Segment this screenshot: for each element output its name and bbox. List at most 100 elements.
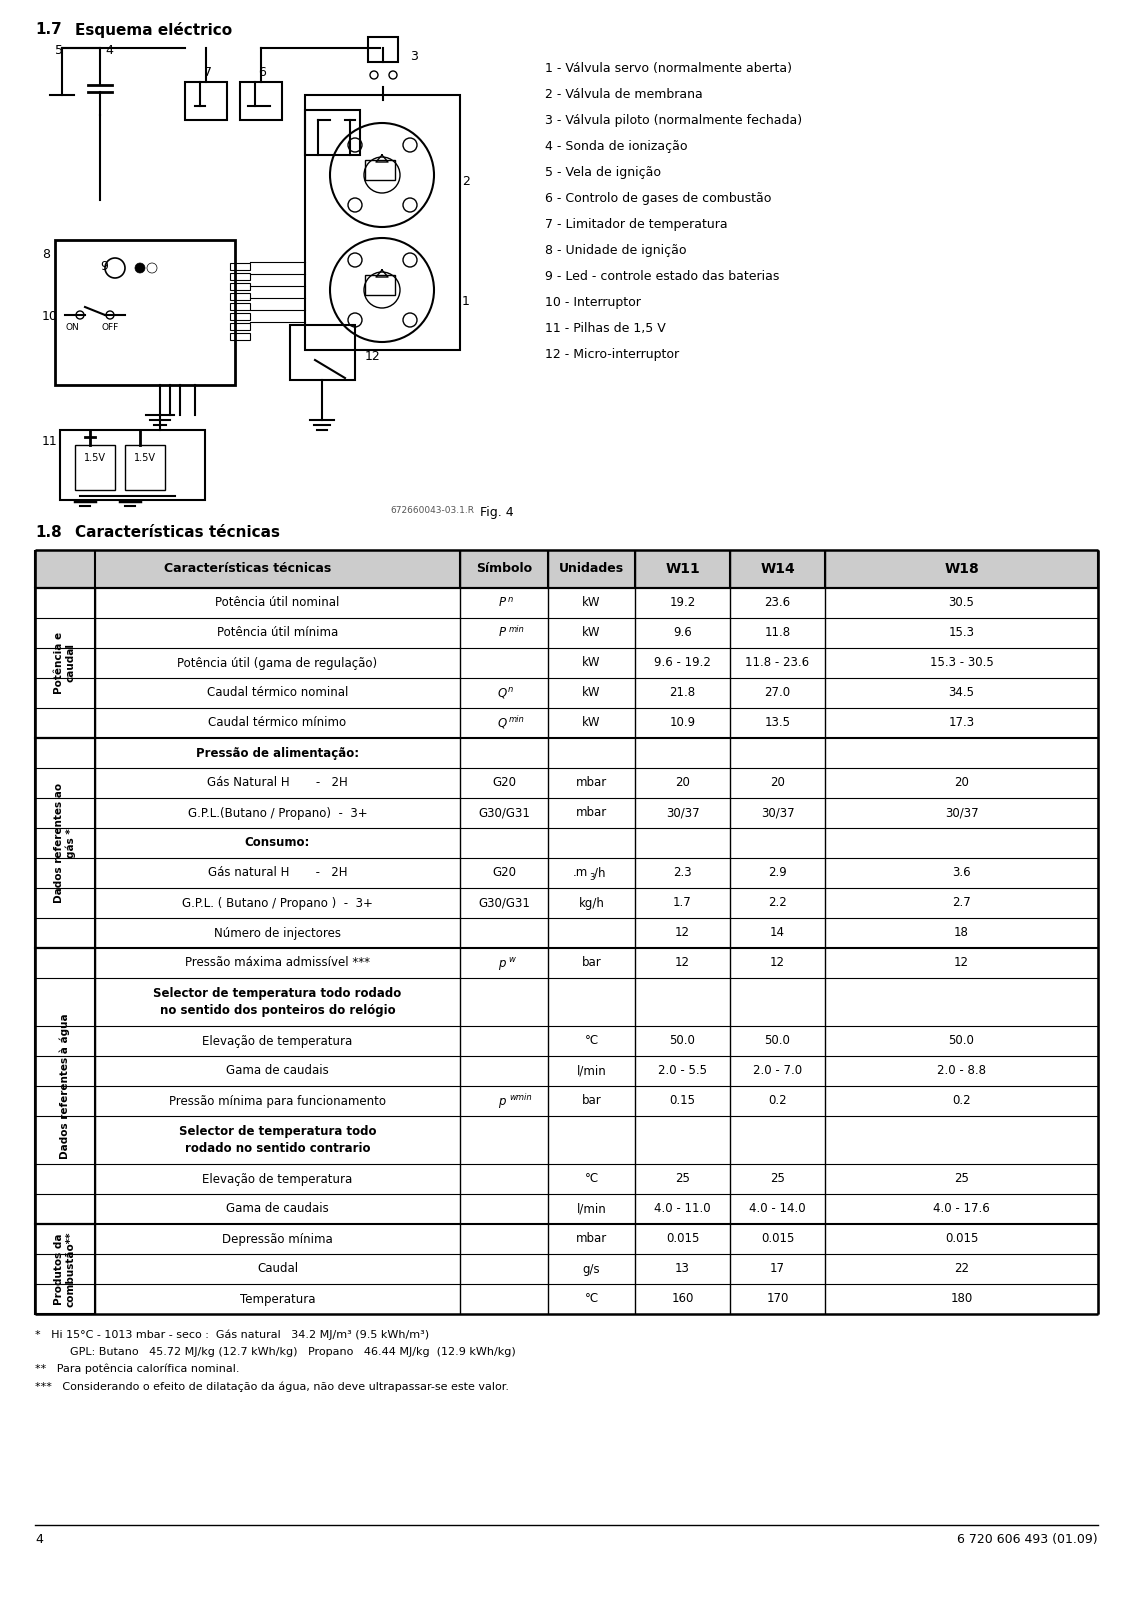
Text: 22: 22: [955, 1262, 969, 1275]
Text: Selector de temperatura todo: Selector de temperatura todo: [179, 1125, 377, 1138]
Text: 672660043-03.1.R: 672660043-03.1.R: [390, 506, 474, 515]
Text: 7 - Limitador de temperatura: 7 - Limitador de temperatura: [545, 218, 727, 230]
Text: 30/37: 30/37: [944, 806, 978, 819]
Text: kW: kW: [582, 597, 601, 610]
Bar: [35, 947, 95, 1224]
Text: 9: 9: [100, 259, 107, 274]
Bar: [230, 302, 250, 310]
Text: W14: W14: [760, 562, 795, 576]
Text: 1.7: 1.7: [673, 896, 692, 909]
Text: 20: 20: [770, 776, 785, 789]
Bar: [230, 323, 250, 330]
Text: 12: 12: [770, 957, 785, 970]
Text: 7: 7: [204, 66, 211, 78]
Text: 4: 4: [35, 1533, 43, 1546]
Text: 4.0 - 11.0: 4.0 - 11.0: [654, 1203, 710, 1216]
Text: kW: kW: [582, 717, 601, 730]
Text: 30/37: 30/37: [666, 806, 699, 819]
Text: G30/G31: G30/G31: [478, 896, 530, 909]
Text: 2.9: 2.9: [768, 867, 787, 880]
Text: mbar: mbar: [576, 806, 607, 819]
Text: Potência útil nominal: Potência útil nominal: [215, 597, 339, 610]
Text: 50.0: 50.0: [765, 1035, 791, 1048]
Text: 4.0 - 17.6: 4.0 - 17.6: [933, 1203, 990, 1216]
Text: 2.0 - 7.0: 2.0 - 7.0: [753, 1064, 802, 1077]
Bar: [290, 325, 355, 379]
Text: 21.8: 21.8: [670, 686, 696, 699]
Text: 12: 12: [365, 350, 381, 363]
Bar: [305, 94, 460, 350]
Bar: [368, 37, 398, 62]
Text: 11.8 - 23.6: 11.8 - 23.6: [745, 656, 810, 669]
Bar: [305, 110, 360, 155]
Text: n: n: [508, 595, 513, 605]
Text: 11.8: 11.8: [765, 627, 791, 640]
Text: 11 - Pilhas de 1,5 V: 11 - Pilhas de 1,5 V: [545, 322, 666, 334]
Text: 3.6: 3.6: [952, 867, 970, 880]
Text: min: min: [509, 715, 525, 725]
Text: 17.3: 17.3: [949, 717, 975, 730]
Text: W18: W18: [944, 562, 978, 576]
Text: 4 - Sonda de ionização: 4 - Sonda de ionização: [545, 141, 688, 154]
Text: 170: 170: [767, 1293, 788, 1306]
Text: 3: 3: [411, 50, 417, 62]
Text: P: P: [499, 597, 506, 610]
Text: **   Para potência calorífica nominal.: ** Para potência calorífica nominal.: [35, 1363, 240, 1374]
Text: 9 - Led - controle estado das baterias: 9 - Led - controle estado das baterias: [545, 270, 779, 283]
Text: mbar: mbar: [576, 776, 607, 789]
Circle shape: [135, 262, 145, 274]
Text: kW: kW: [582, 627, 601, 640]
Text: Depressão mínima: Depressão mínima: [222, 1232, 333, 1245]
Text: Produtos da
combustão**: Produtos da combustão**: [54, 1232, 76, 1307]
Text: G.P.L.(Butano / Propano)  -  3+: G.P.L.(Butano / Propano) - 3+: [188, 806, 368, 819]
Bar: [185, 82, 227, 120]
Text: n: n: [508, 685, 513, 694]
Text: Potência útil mínima: Potência útil mínima: [217, 627, 338, 640]
Text: 12: 12: [675, 926, 690, 939]
Text: 3 - Válvula piloto (normalmente fechada): 3 - Válvula piloto (normalmente fechada): [545, 114, 802, 126]
Text: 25: 25: [955, 1173, 969, 1186]
Text: 25: 25: [675, 1173, 690, 1186]
Text: kW: kW: [582, 686, 601, 699]
Text: °C: °C: [585, 1035, 598, 1048]
Text: 14: 14: [770, 926, 785, 939]
Text: 0.015: 0.015: [944, 1232, 978, 1245]
Text: G30/G31: G30/G31: [478, 806, 530, 819]
Text: Características técnicas: Características técnicas: [164, 563, 331, 576]
Text: GPL: Butano   45.72 MJ/kg (12.7 kWh/kg)   Propano   46.44 MJ/kg  (12.9 kWh/kg): GPL: Butano 45.72 MJ/kg (12.7 kWh/kg) Pr…: [35, 1347, 516, 1357]
Text: 0.2: 0.2: [768, 1094, 787, 1107]
Text: Caudal térmico mínimo: Caudal térmico mínimo: [208, 717, 346, 730]
Text: 20: 20: [675, 776, 690, 789]
Text: 3: 3: [589, 874, 595, 883]
Text: 1: 1: [461, 294, 469, 307]
Text: l/min: l/min: [577, 1064, 606, 1077]
Text: Dados referentes à água: Dados referentes à água: [60, 1013, 70, 1158]
Text: °C: °C: [585, 1293, 598, 1306]
Text: 2.3: 2.3: [673, 867, 692, 880]
Text: W11: W11: [665, 562, 700, 576]
Text: w: w: [508, 955, 515, 965]
Text: 34.5: 34.5: [949, 686, 975, 699]
Text: Gama de caudais: Gama de caudais: [226, 1203, 329, 1216]
Text: Caudal térmico nominal: Caudal térmico nominal: [207, 686, 348, 699]
Text: Dados referentes ao
gás *: Dados referentes ao gás *: [54, 782, 76, 902]
Text: bar: bar: [581, 1094, 602, 1107]
Text: 0.2: 0.2: [952, 1094, 970, 1107]
Text: 6 720 606 493 (01.09): 6 720 606 493 (01.09): [957, 1533, 1098, 1546]
Text: 50.0: 50.0: [670, 1035, 696, 1048]
Text: 0.15: 0.15: [670, 1094, 696, 1107]
Text: 2.2: 2.2: [768, 896, 787, 909]
Text: 2.0 - 5.5: 2.0 - 5.5: [658, 1064, 707, 1077]
Text: 50.0: 50.0: [949, 1035, 975, 1048]
Text: 12: 12: [955, 957, 969, 970]
Text: Q: Q: [498, 686, 507, 699]
Text: 1.7: 1.7: [35, 22, 62, 37]
Text: 1.5V: 1.5V: [133, 453, 156, 462]
Text: Esquema eléctrico: Esquema eléctrico: [75, 22, 232, 38]
Text: 20: 20: [955, 776, 969, 789]
Text: Pressão mínima para funcionamento: Pressão mínima para funcionamento: [169, 1094, 386, 1107]
Text: 0.015: 0.015: [761, 1232, 794, 1245]
Text: Pressão de alimentação:: Pressão de alimentação:: [196, 747, 359, 760]
Text: OFF: OFF: [102, 323, 119, 333]
Text: 8: 8: [42, 248, 50, 261]
